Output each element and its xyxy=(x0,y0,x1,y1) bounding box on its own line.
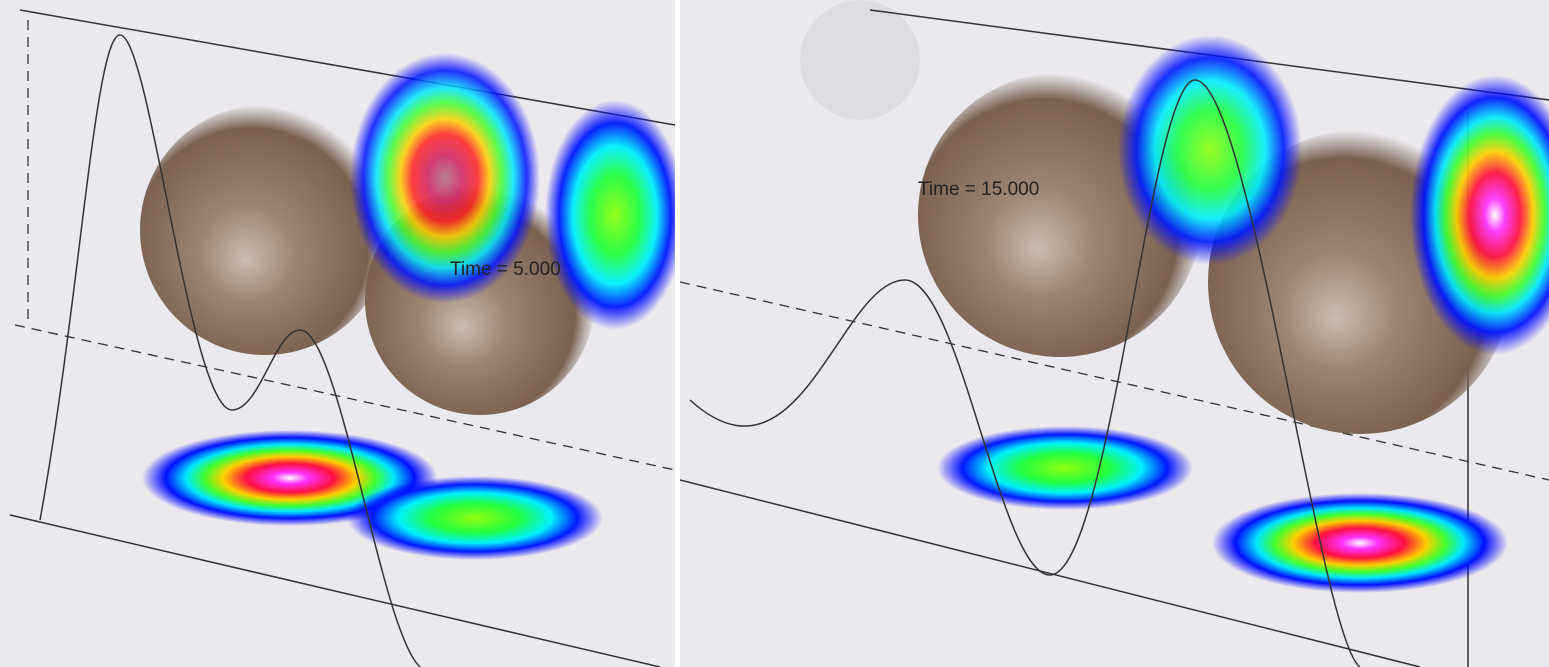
simulation-frames: Time = 5.000 Time = 15.000 xyxy=(0,0,1549,667)
shadow xyxy=(800,0,920,120)
time-label: Time = 15.000 xyxy=(918,179,1039,200)
panel-left: Time = 5.000 xyxy=(0,0,685,667)
divider xyxy=(675,0,680,667)
density-blob xyxy=(937,426,1193,510)
density-blob xyxy=(1212,493,1508,593)
panel-right: Time = 15.000 xyxy=(680,0,1549,667)
density-blob xyxy=(545,100,685,330)
density-blob xyxy=(1118,35,1302,265)
density-blob xyxy=(347,476,603,560)
particle xyxy=(140,105,390,355)
page: Time = 5.000 Time = 15.000 (() => { cons… xyxy=(0,0,1549,667)
time-label: Time = 5.000 xyxy=(450,259,561,280)
